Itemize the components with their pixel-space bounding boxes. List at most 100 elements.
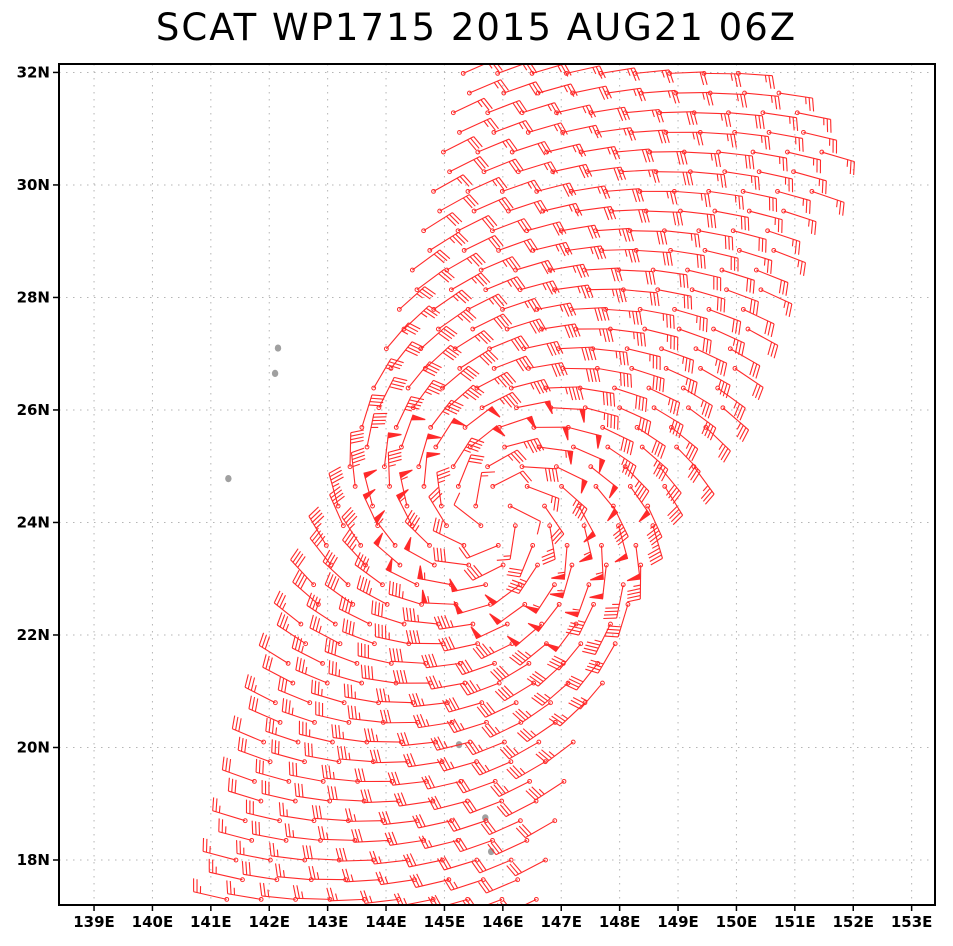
wind-barb xyxy=(389,648,429,666)
wind-barb xyxy=(248,695,283,725)
wind-barb xyxy=(324,572,356,607)
wind-barb xyxy=(483,276,526,293)
wind-barb xyxy=(496,896,539,905)
wind-barb xyxy=(667,70,708,86)
wind-barb xyxy=(382,432,402,470)
wind-barb xyxy=(703,424,731,463)
wind-barb xyxy=(317,826,358,843)
wind-barb xyxy=(245,799,282,824)
wind-barb xyxy=(720,405,750,442)
wind-barb xyxy=(646,385,681,416)
wind-barb xyxy=(413,713,455,729)
wind-barb xyxy=(593,483,619,522)
wind-barb xyxy=(481,719,524,738)
wind-barb xyxy=(470,313,513,332)
wind-barb xyxy=(504,318,547,334)
wind-barb xyxy=(681,149,722,168)
wind-barb xyxy=(275,863,314,883)
wind-barb xyxy=(506,857,548,877)
wind-barb xyxy=(261,780,298,804)
wind-barb xyxy=(526,362,568,377)
wind-barb xyxy=(441,136,483,155)
wind-barb xyxy=(490,778,533,798)
wind-barb xyxy=(457,349,499,371)
wind-barb xyxy=(515,818,558,839)
wind-barb xyxy=(740,188,778,212)
wind-barb xyxy=(613,148,654,163)
wind-barb xyxy=(726,110,765,130)
wind-barb xyxy=(478,256,521,273)
wind-barb xyxy=(462,406,501,430)
wind-barb xyxy=(521,340,564,357)
lon-label: 148E xyxy=(599,913,641,931)
map-frame xyxy=(58,63,936,906)
wind-barb xyxy=(193,878,230,902)
wind-barb xyxy=(531,680,571,706)
wind-barb xyxy=(506,621,545,647)
wind-barb xyxy=(463,562,506,581)
wind-barb xyxy=(311,805,351,824)
wind-barb xyxy=(396,489,415,529)
wind-barb xyxy=(392,670,433,686)
wind-barb xyxy=(732,129,771,150)
lat-label: 24N xyxy=(17,513,50,531)
wind-barb xyxy=(458,542,501,559)
wind-barb xyxy=(364,412,388,450)
wind-barb xyxy=(284,823,323,843)
wind-barb xyxy=(650,267,689,289)
island xyxy=(274,344,282,352)
wind-barb xyxy=(347,705,386,725)
wind-barb xyxy=(539,323,581,339)
wind-barb xyxy=(724,287,759,315)
lon-label: 145E xyxy=(424,913,466,931)
lon-label: 141E xyxy=(190,913,232,931)
wind-barb xyxy=(309,614,343,647)
wind-barb xyxy=(461,234,504,253)
wind-barb xyxy=(594,127,637,141)
wind-barb xyxy=(231,715,267,745)
wind-barb xyxy=(471,759,514,776)
wind-barb xyxy=(662,483,684,526)
lon-label: 150E xyxy=(716,913,758,931)
wind-barb xyxy=(756,169,794,193)
wind-barb xyxy=(499,739,542,760)
wind-barb xyxy=(552,284,594,299)
wind-barb xyxy=(335,847,376,863)
wind-barb xyxy=(455,215,498,234)
wind-barb xyxy=(637,306,675,329)
wind-barb xyxy=(620,287,660,307)
wind-barb xyxy=(375,871,417,886)
wind-barb xyxy=(669,424,699,462)
wind-barb xyxy=(354,768,395,784)
wind-barb xyxy=(226,880,264,902)
wind-barb xyxy=(306,592,338,627)
wind-barb xyxy=(564,582,592,618)
wind-barb xyxy=(487,837,530,856)
wind-barb xyxy=(509,641,549,666)
wind-barb xyxy=(547,263,590,278)
wind-barb xyxy=(495,64,538,76)
wind-barb xyxy=(490,218,533,234)
wind-barb xyxy=(435,309,477,332)
wind-barb xyxy=(706,306,742,335)
lon-label: 142E xyxy=(248,913,290,931)
wind-barb xyxy=(476,700,519,718)
wind-barb xyxy=(462,896,505,905)
wind-barb xyxy=(801,129,838,154)
wind-barb xyxy=(603,306,643,326)
wind-barb xyxy=(600,424,634,456)
wind-barb xyxy=(369,749,411,765)
wind-barb xyxy=(753,267,789,296)
wind-barb xyxy=(499,179,543,194)
wind-barb xyxy=(515,161,559,175)
wind-barb xyxy=(418,325,458,352)
wind-barb xyxy=(701,70,742,88)
wind-barb xyxy=(676,326,712,354)
wind-barb xyxy=(331,724,370,745)
wind-barb xyxy=(455,778,498,794)
wind-barb xyxy=(519,464,559,483)
wind-barb xyxy=(619,169,660,183)
wind-barb xyxy=(487,335,530,352)
wind-barb xyxy=(588,464,619,499)
